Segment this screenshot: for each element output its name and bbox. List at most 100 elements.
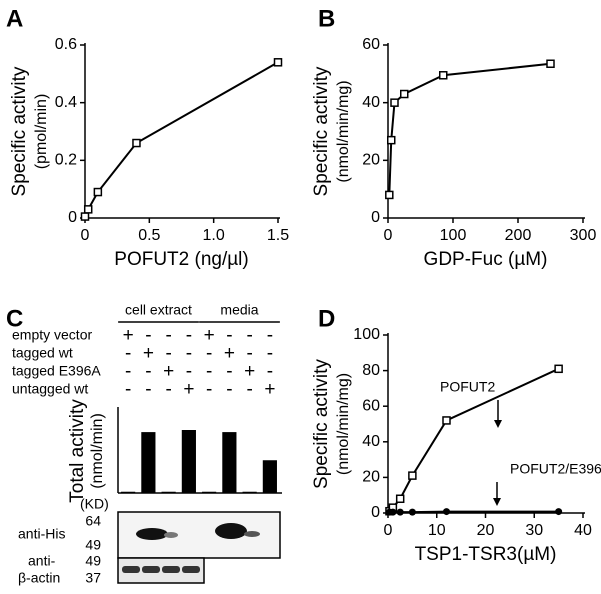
cell: - (226, 379, 232, 400)
group-label: cell extract (125, 302, 192, 318)
line (84, 61, 279, 217)
cell: - (186, 325, 192, 346)
x-tick-label: 30 (525, 522, 543, 539)
cell: - (267, 325, 273, 346)
y-tick-label: 0.2 (55, 152, 77, 169)
bar (141, 432, 156, 493)
cell: - (125, 379, 131, 400)
point (390, 98, 399, 107)
point (442, 416, 451, 425)
y-tick-label: 40 (362, 433, 380, 450)
y-tick-label: 80 (362, 362, 380, 379)
panel-letter: D (318, 305, 335, 332)
x-axis-label: TSP1-TSR3(µM) (415, 544, 557, 565)
x-tick-label: 0.5 (138, 227, 160, 244)
arrow-head (493, 498, 501, 506)
panel-letter: B (318, 5, 335, 32)
cell: + (163, 361, 174, 382)
y-axis-label: (pmol/min) (33, 94, 50, 170)
cell: + (224, 343, 235, 364)
y-tick-label: 60 (362, 397, 380, 414)
y-tick-label: 20 (362, 469, 380, 486)
cell: - (145, 361, 151, 382)
y-tick-label: 0 (371, 504, 380, 521)
blot-label: anti- (28, 553, 56, 569)
cell: - (246, 379, 252, 400)
y-axis-label: Specific activity (311, 66, 332, 196)
y-axis-label: (nmol/min/mg) (335, 373, 352, 475)
x-tick-label: 1.0 (203, 227, 225, 244)
x-tick-label: 0 (81, 227, 90, 244)
point (273, 58, 283, 67)
cell: - (186, 343, 192, 364)
x-tick-label: 100 (440, 227, 467, 244)
bar (242, 491, 257, 493)
y-tick-label: 0.6 (55, 36, 77, 53)
point (546, 59, 555, 68)
y-tick-label: 40 (362, 94, 380, 111)
panel-letter: A (6, 5, 23, 32)
x-tick-label: 1.5 (267, 227, 289, 244)
y-axis-label: (nmol/min/mg) (335, 80, 352, 182)
blot-actin (117, 557, 205, 584)
marker-label: 49 (85, 537, 101, 553)
cell: - (125, 361, 131, 382)
cell: - (206, 361, 212, 382)
point (555, 508, 563, 516)
cell: - (165, 343, 171, 364)
cell: - (165, 379, 171, 400)
x-tick-label: 300 (570, 227, 597, 244)
bar (262, 460, 277, 493)
cell: - (165, 325, 171, 346)
cell: - (226, 325, 232, 346)
cell: + (183, 379, 194, 400)
group-label: media (220, 302, 258, 318)
y-tick-label: 20 (362, 152, 380, 169)
row-label: tagged wt (12, 345, 73, 361)
panel-letter: C (6, 305, 23, 332)
cell: - (206, 343, 212, 364)
point (396, 508, 404, 516)
row-label: untagged wt (12, 381, 88, 397)
cell: + (143, 343, 154, 364)
cell: + (264, 379, 275, 400)
x-tick-label: 0 (384, 522, 393, 539)
y-tick-label: 0 (68, 209, 77, 226)
point (439, 71, 448, 80)
point (400, 89, 409, 99)
blot-his (117, 511, 281, 559)
point (387, 135, 396, 145)
cell: - (145, 379, 151, 400)
unit-label: (KD) (80, 496, 109, 512)
bar (161, 491, 176, 493)
x-tick-label: 20 (477, 522, 495, 539)
x-axis-label: POFUT2 (ng/µl) (114, 249, 248, 270)
arrow-head (494, 420, 502, 428)
cell: - (125, 343, 131, 364)
point (80, 212, 90, 221)
point (408, 471, 417, 480)
cell: + (244, 361, 255, 382)
point (93, 187, 103, 197)
point (408, 508, 416, 516)
point (132, 138, 141, 148)
cell: - (145, 325, 151, 346)
bar (202, 491, 217, 493)
x-tick-label: 0 (384, 227, 393, 244)
series-label: POFUT2/E396A (510, 461, 601, 477)
bar (181, 430, 196, 493)
marker-label: 49 (85, 553, 101, 569)
point (389, 508, 397, 516)
x-axis-label: GDP-Fuc (µM) (424, 249, 548, 270)
marker-label: 64 (85, 513, 101, 529)
point (83, 205, 93, 214)
cell: + (123, 325, 134, 346)
point (554, 364, 563, 374)
cell: - (246, 325, 252, 346)
bar (222, 432, 237, 493)
row-label: empty vector (12, 327, 92, 343)
y-tick-label: 0.4 (55, 94, 77, 111)
y-axis-label: (nmol/min) (89, 413, 106, 489)
line (388, 62, 551, 195)
